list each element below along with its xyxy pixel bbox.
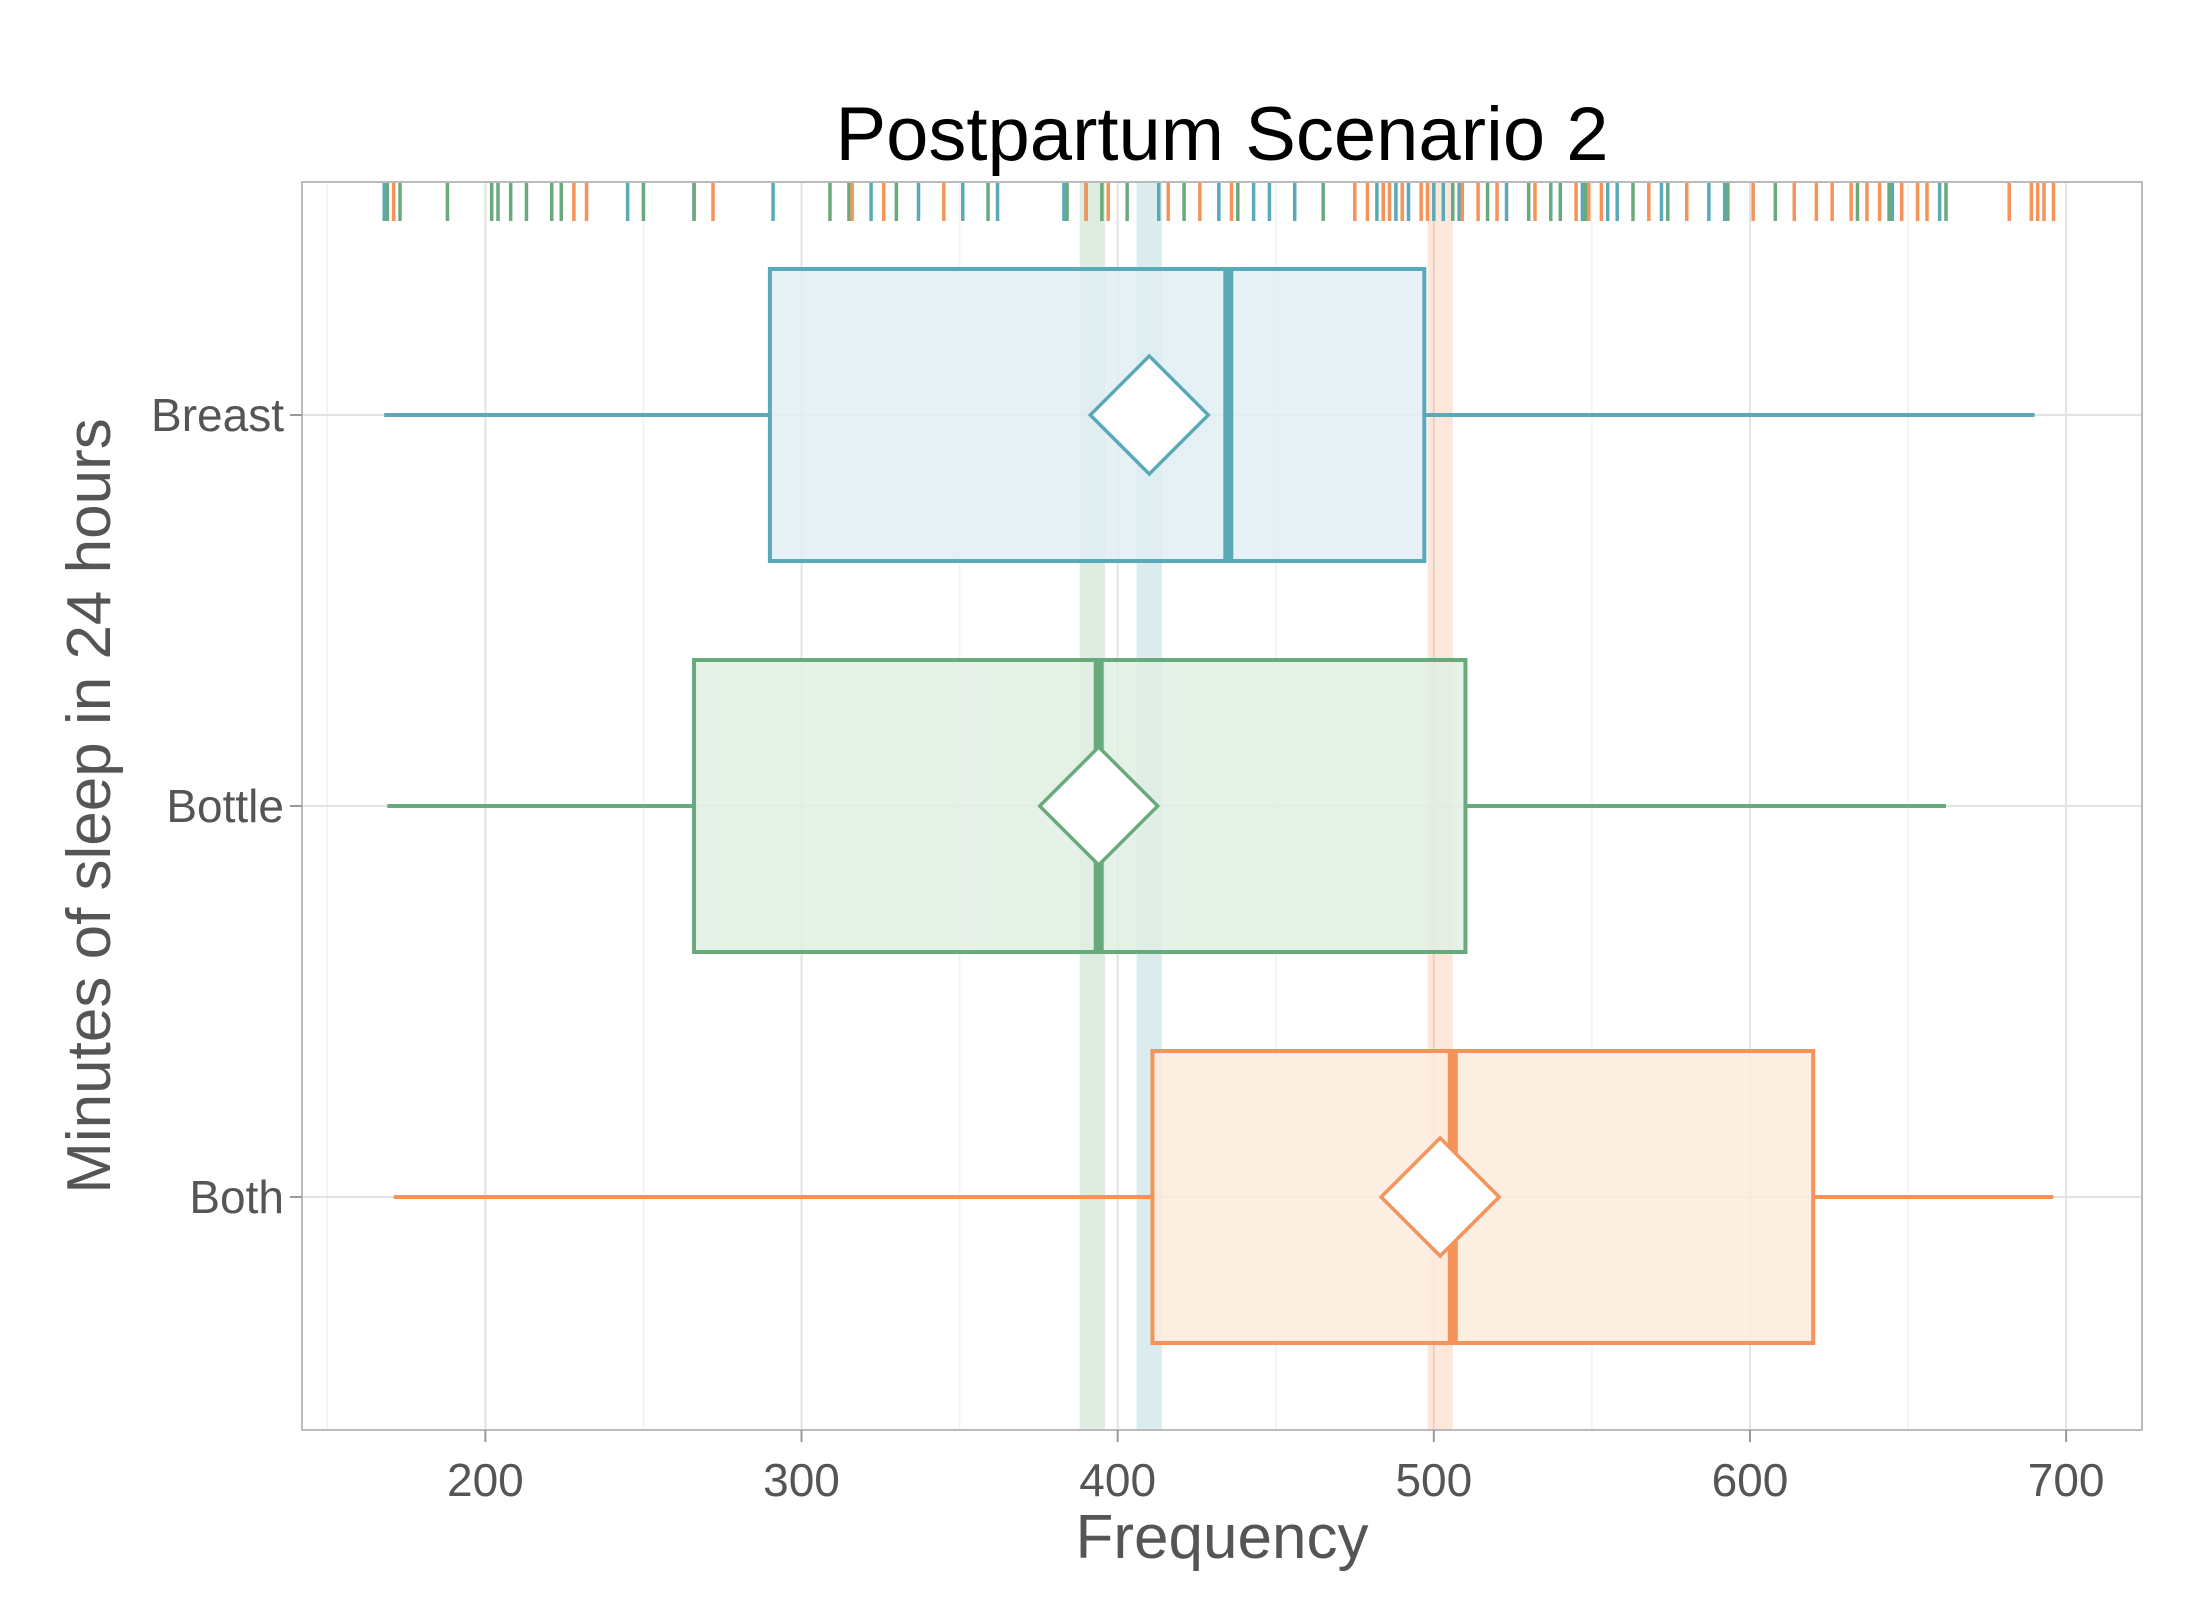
y-tick-label-both: Both bbox=[189, 1171, 284, 1223]
box-group-both bbox=[393, 1049, 2054, 1345]
chart-title: Postpartum Scenario 2 bbox=[835, 92, 1608, 177]
mean-diamond bbox=[1087, 353, 1211, 477]
box-group-bottle bbox=[387, 658, 1946, 954]
x-tick-label: 300 bbox=[763, 1454, 840, 1506]
y-tick-label-bottle: Bottle bbox=[166, 780, 284, 832]
x-tick-label: 400 bbox=[1079, 1454, 1156, 1506]
box-layer bbox=[384, 267, 2054, 1345]
x-tick-label: 600 bbox=[1712, 1454, 1789, 1506]
mean-diamond bbox=[1037, 744, 1161, 868]
tick-layer: 200 300 400 500 600 700 Breast Bottle Both bbox=[151, 389, 2104, 1506]
rug-layer bbox=[382, 183, 2056, 221]
y-axis-title: Minutes of sleep in 24 hours bbox=[55, 418, 124, 1193]
x-axis-title: Frequency bbox=[1076, 1503, 1369, 1572]
x-tick-label: 700 bbox=[2028, 1454, 2105, 1506]
x-tick-label: 500 bbox=[1395, 1454, 1472, 1506]
mean-diamond bbox=[1378, 1135, 1502, 1259]
x-tick-label: 200 bbox=[447, 1454, 524, 1506]
box-group-breast bbox=[384, 267, 2035, 563]
y-tick-label-breast: Breast bbox=[151, 389, 284, 441]
